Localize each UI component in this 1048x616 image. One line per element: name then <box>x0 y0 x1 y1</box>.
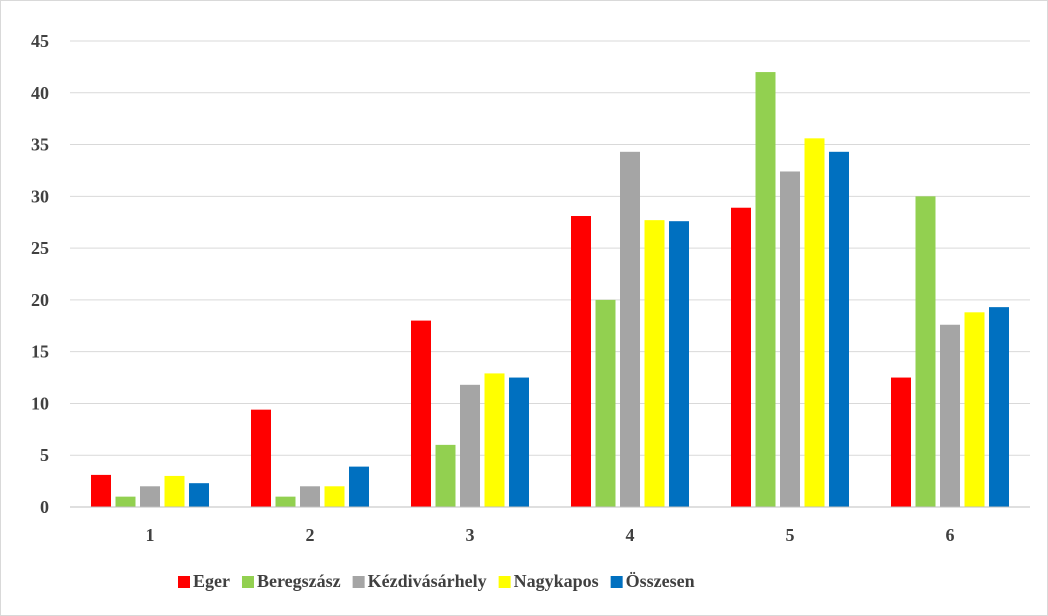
legend: Eger Beregszász Kézdivásárhely Nagykapos Öss… <box>178 571 695 591</box>
y-tick-label: 45 <box>31 31 49 51</box>
y-tick-label: 30 <box>31 186 49 206</box>
x-tick-label: 2 <box>306 525 315 545</box>
bar--sszesen-4 <box>669 221 689 507</box>
legend-item: Nagykapos <box>499 571 599 591</box>
bar-beregsz-sz-2 <box>276 497 296 507</box>
y-tick-label: 25 <box>31 238 49 258</box>
bar-k-zdiv-s-rhely-2 <box>300 486 320 507</box>
bar-eger-3 <box>411 321 431 507</box>
legend-label: Összesen <box>626 571 695 591</box>
legend-swatch <box>611 576 623 588</box>
bar-eger-4 <box>571 216 591 507</box>
bar--sszesen-1 <box>189 483 209 507</box>
y-tick-label: 0 <box>40 497 49 517</box>
bar-beregsz-sz-1 <box>116 497 136 507</box>
bar-nagykapos-4 <box>645 220 665 507</box>
y-tick-label: 5 <box>40 445 49 465</box>
y-tick-label: 15 <box>31 342 49 362</box>
bar--sszesen-5 <box>829 152 849 507</box>
legend-swatch <box>178 576 190 588</box>
legend-label: Eger <box>193 571 230 591</box>
gridlines <box>70 41 1030 455</box>
x-tick-label: 1 <box>146 525 155 545</box>
bar-eger-6 <box>891 378 911 507</box>
bar-beregsz-sz-6 <box>916 196 936 507</box>
bar--sszesen-2 <box>349 467 369 507</box>
x-tick-labels: 1 2 3 4 5 6 <box>146 525 955 545</box>
bar-k-zdiv-s-rhely-5 <box>780 171 800 507</box>
legend-label: Beregszász <box>257 571 341 591</box>
bar-k-zdiv-s-rhely-1 <box>140 486 160 507</box>
y-tick-labels: 0 5 10 15 20 25 30 35 40 45 <box>31 31 49 517</box>
x-tick-label: 6 <box>946 525 955 545</box>
bar-k-zdiv-s-rhely-6 <box>940 325 960 507</box>
bar-nagykapos-2 <box>325 486 345 507</box>
legend-item: Beregszász <box>242 571 341 591</box>
legend-swatch <box>242 576 254 588</box>
bar-eger-5 <box>731 208 751 507</box>
y-tick-label: 40 <box>31 83 49 103</box>
x-tick-label: 5 <box>786 525 795 545</box>
x-tick-label: 4 <box>626 525 635 545</box>
legend-item: Összesen <box>611 571 695 591</box>
bar-nagykapos-5 <box>805 138 825 507</box>
bar-nagykapos-6 <box>965 312 985 507</box>
bars <box>91 72 1009 507</box>
bar-nagykapos-1 <box>165 476 185 507</box>
y-tick-label: 20 <box>31 290 49 310</box>
bar--sszesen-3 <box>509 378 529 507</box>
x-tick-label: 3 <box>466 525 475 545</box>
bar-eger-1 <box>91 475 111 507</box>
bar--sszesen-6 <box>989 307 1009 507</box>
bar-nagykapos-3 <box>485 373 505 507</box>
legend-item: Kézdivásárhely <box>353 571 487 591</box>
legend-swatch <box>353 576 365 588</box>
legend-item: Eger <box>178 571 230 591</box>
bar-beregsz-sz-3 <box>436 445 456 507</box>
bar-k-zdiv-s-rhely-4 <box>620 152 640 507</box>
bar-k-zdiv-s-rhely-3 <box>460 385 480 507</box>
y-tick-label: 35 <box>31 135 49 155</box>
legend-swatch <box>499 576 511 588</box>
bar-beregsz-sz-5 <box>756 72 776 507</box>
y-tick-label: 10 <box>31 393 49 413</box>
legend-label: Nagykapos <box>514 571 599 591</box>
legend-label: Kézdivásárhely <box>368 571 487 591</box>
bar-beregsz-sz-4 <box>596 300 616 507</box>
bar-eger-2 <box>251 410 271 507</box>
